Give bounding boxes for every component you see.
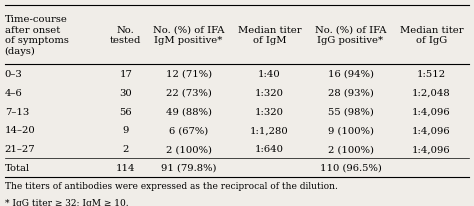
Text: 1:2,048: 1:2,048 (412, 88, 451, 97)
Text: 114: 114 (116, 163, 136, 172)
Text: 1:512: 1:512 (417, 70, 446, 78)
Text: 22 (73%): 22 (73%) (165, 88, 211, 97)
Text: No.
tested: No. tested (110, 26, 141, 45)
Text: 2 (100%): 2 (100%) (165, 144, 211, 153)
Text: No. (%) of IFA
IgM positive*: No. (%) of IFA IgM positive* (153, 26, 224, 45)
Text: 1:1,280: 1:1,280 (250, 126, 289, 135)
Text: 14–20: 14–20 (5, 126, 36, 135)
Text: 28 (93%): 28 (93%) (328, 88, 374, 97)
Text: 17: 17 (119, 70, 132, 78)
Text: 9: 9 (122, 126, 129, 135)
Text: 56: 56 (119, 107, 132, 116)
Text: 1:4,096: 1:4,096 (412, 126, 451, 135)
Text: 1:320: 1:320 (255, 107, 284, 116)
Text: 1:4,096: 1:4,096 (412, 144, 451, 153)
Text: 2: 2 (122, 144, 129, 153)
Text: Median titer
of IgM: Median titer of IgM (238, 26, 301, 45)
Text: 6 (67%): 6 (67%) (169, 126, 208, 135)
Text: 12 (71%): 12 (71%) (165, 70, 211, 78)
Text: 110 (96.5%): 110 (96.5%) (319, 163, 382, 172)
Text: Median titer
of IgG: Median titer of IgG (400, 26, 463, 45)
Text: 9 (100%): 9 (100%) (328, 126, 374, 135)
Text: 30: 30 (119, 88, 132, 97)
Text: 0–3: 0–3 (5, 70, 22, 78)
Text: No. (%) of IFA
IgG positive*: No. (%) of IFA IgG positive* (315, 26, 386, 45)
Text: 16 (94%): 16 (94%) (328, 70, 374, 78)
Text: 1:640: 1:640 (255, 144, 284, 153)
Text: 55 (98%): 55 (98%) (328, 107, 374, 116)
Text: * IgG titer ≥ 32; IgM ≥ 10.: * IgG titer ≥ 32; IgM ≥ 10. (5, 198, 128, 206)
Text: 2 (100%): 2 (100%) (328, 144, 374, 153)
Text: 91 (79.8%): 91 (79.8%) (161, 163, 216, 172)
Text: 49 (88%): 49 (88%) (165, 107, 211, 116)
Text: 7–13: 7–13 (5, 107, 29, 116)
Text: Time-course
after onset
of symptoms
(days): Time-course after onset of symptoms (day… (5, 15, 69, 55)
Text: The titers of antibodies were expressed as the reciprocal of the dilution.: The titers of antibodies were expressed … (5, 181, 337, 190)
Text: 21–27: 21–27 (5, 144, 36, 153)
Text: 1:320: 1:320 (255, 88, 284, 97)
Text: 1:40: 1:40 (258, 70, 281, 78)
Text: 4–6: 4–6 (5, 88, 22, 97)
Text: 1:4,096: 1:4,096 (412, 107, 451, 116)
Text: Total: Total (5, 163, 30, 172)
